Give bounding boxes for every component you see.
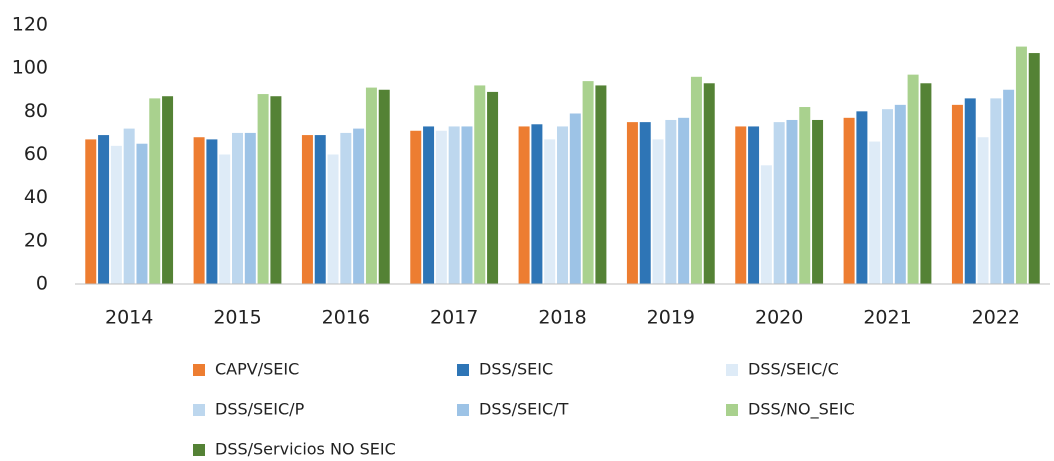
- legend-swatch: [193, 444, 205, 456]
- bar: [894, 104, 906, 284]
- bar: [856, 111, 868, 284]
- legend-swatch: [457, 364, 469, 376]
- bar: [977, 137, 989, 284]
- bar: [735, 126, 747, 284]
- bar: [626, 122, 638, 284]
- bar: [869, 141, 881, 284]
- bar: [1028, 53, 1040, 284]
- bar: [301, 135, 313, 284]
- bar: [799, 107, 811, 285]
- bar: [557, 126, 568, 284]
- legend-label: DSS/SEIC/C: [748, 360, 839, 379]
- bar: [665, 119, 677, 284]
- y-tick-label: 40: [24, 186, 48, 208]
- bar: [365, 87, 377, 284]
- legend-label: DSS/SEIC/T: [479, 400, 569, 419]
- bar: [786, 119, 798, 284]
- bar: [461, 126, 473, 284]
- legend-label: DSS/Servicios NO SEIC: [215, 440, 396, 459]
- y-tick-label: 80: [24, 100, 48, 122]
- bar: [518, 126, 530, 284]
- legend-label: DSS/SEIC/P: [215, 400, 305, 419]
- y-tick-label: 100: [12, 57, 48, 79]
- x-tick-label: 2019: [647, 307, 695, 329]
- bar: [1003, 89, 1015, 284]
- bar: [85, 139, 97, 284]
- bar: [110, 145, 122, 284]
- y-tick-label: 20: [24, 229, 48, 251]
- bar: [257, 94, 269, 284]
- x-tick-label: 2021: [863, 307, 911, 329]
- legend-label: DSS/NO_SEIC: [748, 400, 855, 420]
- bar: [531, 124, 543, 285]
- bar: [582, 81, 594, 284]
- bar: [448, 126, 460, 284]
- bar: [812, 119, 824, 284]
- bar: [435, 130, 447, 284]
- bar: [270, 96, 282, 284]
- bar: [353, 128, 365, 284]
- bar: [474, 85, 486, 284]
- legend-label: CAPV/SEIC: [215, 360, 299, 379]
- bar: [951, 104, 963, 284]
- bar: [314, 135, 326, 284]
- bar: [219, 154, 231, 284]
- bar: [123, 128, 135, 284]
- legend-swatch: [193, 404, 205, 416]
- x-tick-label: 2018: [538, 307, 586, 329]
- bar: [136, 143, 148, 284]
- bar: [149, 98, 161, 284]
- bar: [843, 117, 855, 284]
- bar: [423, 126, 435, 284]
- legend-swatch: [726, 364, 738, 376]
- bar: [703, 83, 715, 285]
- bar: [882, 109, 893, 284]
- x-tick-label: 2016: [322, 307, 370, 329]
- bar: [990, 98, 1002, 284]
- bar: [748, 126, 760, 284]
- bar: [327, 154, 339, 284]
- legend-swatch: [193, 364, 205, 376]
- bar: [920, 83, 932, 285]
- bar: [773, 122, 785, 284]
- legend-label: DSS/SEIC: [479, 360, 553, 379]
- bar: [340, 132, 352, 284]
- bar: [569, 113, 581, 284]
- bar: [760, 165, 772, 284]
- bar: [639, 122, 651, 284]
- x-tick-label: 2020: [755, 307, 803, 329]
- bar: [410, 130, 422, 284]
- bar: [652, 139, 664, 284]
- y-tick-label: 60: [24, 143, 48, 165]
- bar: [964, 98, 976, 284]
- x-tick-label: 2015: [213, 307, 261, 329]
- bar: [206, 139, 218, 284]
- bar: [487, 91, 499, 285]
- x-tick-label: 2014: [105, 307, 153, 329]
- bar: [193, 137, 205, 284]
- legend-swatch: [457, 404, 469, 416]
- bar: [690, 76, 702, 284]
- bar: [678, 117, 690, 284]
- bar: [162, 96, 174, 284]
- bar: [544, 139, 556, 284]
- x-tick-label: 2022: [972, 307, 1020, 329]
- bar: [378, 89, 390, 284]
- bar: [1015, 46, 1027, 285]
- bar: [907, 74, 919, 285]
- bar: [232, 132, 243, 284]
- y-tick-label: 120: [12, 14, 48, 36]
- x-tick-label: 2017: [430, 307, 478, 329]
- bar: [244, 132, 256, 284]
- bar: [595, 85, 607, 284]
- legend-swatch: [726, 404, 738, 416]
- y-tick-label: 0: [36, 273, 48, 295]
- bar: [98, 135, 110, 284]
